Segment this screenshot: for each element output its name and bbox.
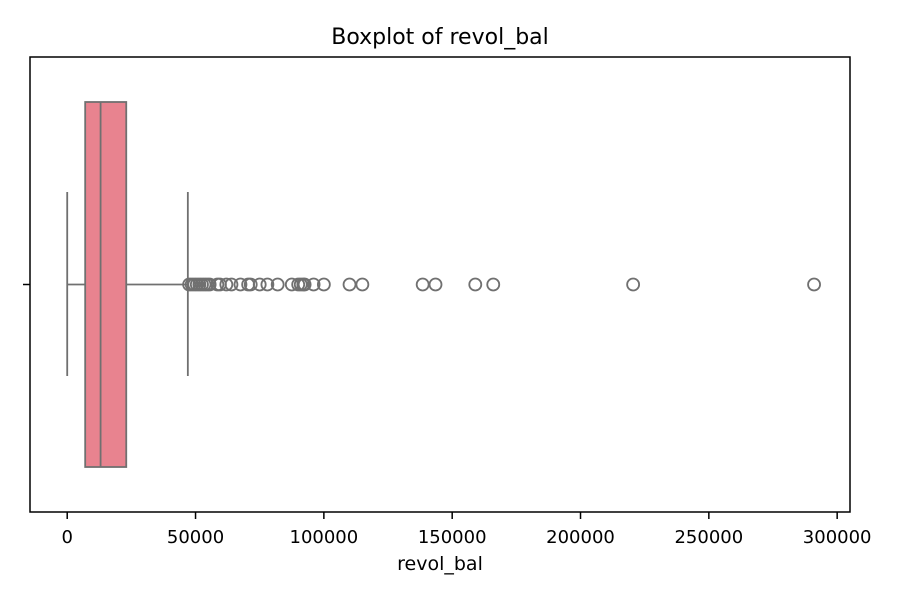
outlier-point bbox=[202, 277, 217, 292]
outlier-point bbox=[415, 277, 430, 292]
outlier-point bbox=[486, 277, 501, 292]
outlier-point bbox=[252, 277, 267, 292]
outlier-point bbox=[626, 277, 641, 292]
outlier-point bbox=[306, 277, 321, 292]
chart-title: Boxplot of revol_bal bbox=[331, 25, 549, 50]
x-tick-label: 0 bbox=[61, 527, 72, 548]
iqr-box bbox=[84, 101, 128, 468]
outlier-point bbox=[224, 277, 239, 292]
x-axis-ticks: 0 50000 100000 150000 200000 250000 300000 bbox=[61, 512, 872, 548]
outlier-point bbox=[807, 277, 821, 292]
outlier-point bbox=[219, 277, 234, 292]
x-tick-label: 100000 bbox=[290, 527, 359, 548]
x-tick-label: 50000 bbox=[167, 527, 224, 548]
outlier-point bbox=[260, 277, 275, 292]
outlier-point bbox=[342, 277, 357, 292]
outliers bbox=[182, 277, 821, 292]
x-tick-label: 300000 bbox=[803, 527, 872, 548]
outlier-point bbox=[297, 277, 312, 292]
outlier-point bbox=[468, 277, 483, 292]
outlier-point bbox=[233, 277, 248, 292]
x-tick-label: 250000 bbox=[674, 527, 743, 548]
outlier-point bbox=[270, 277, 285, 292]
x-axis-label: revol_bal bbox=[397, 553, 483, 575]
x-tick-label: 150000 bbox=[418, 527, 487, 548]
outlier-point bbox=[316, 277, 331, 292]
box-element bbox=[66, 101, 189, 468]
outlier-point bbox=[355, 277, 370, 292]
x-tick-label: 200000 bbox=[546, 527, 615, 548]
outlier-point bbox=[428, 277, 443, 292]
outlier-point bbox=[243, 277, 258, 292]
